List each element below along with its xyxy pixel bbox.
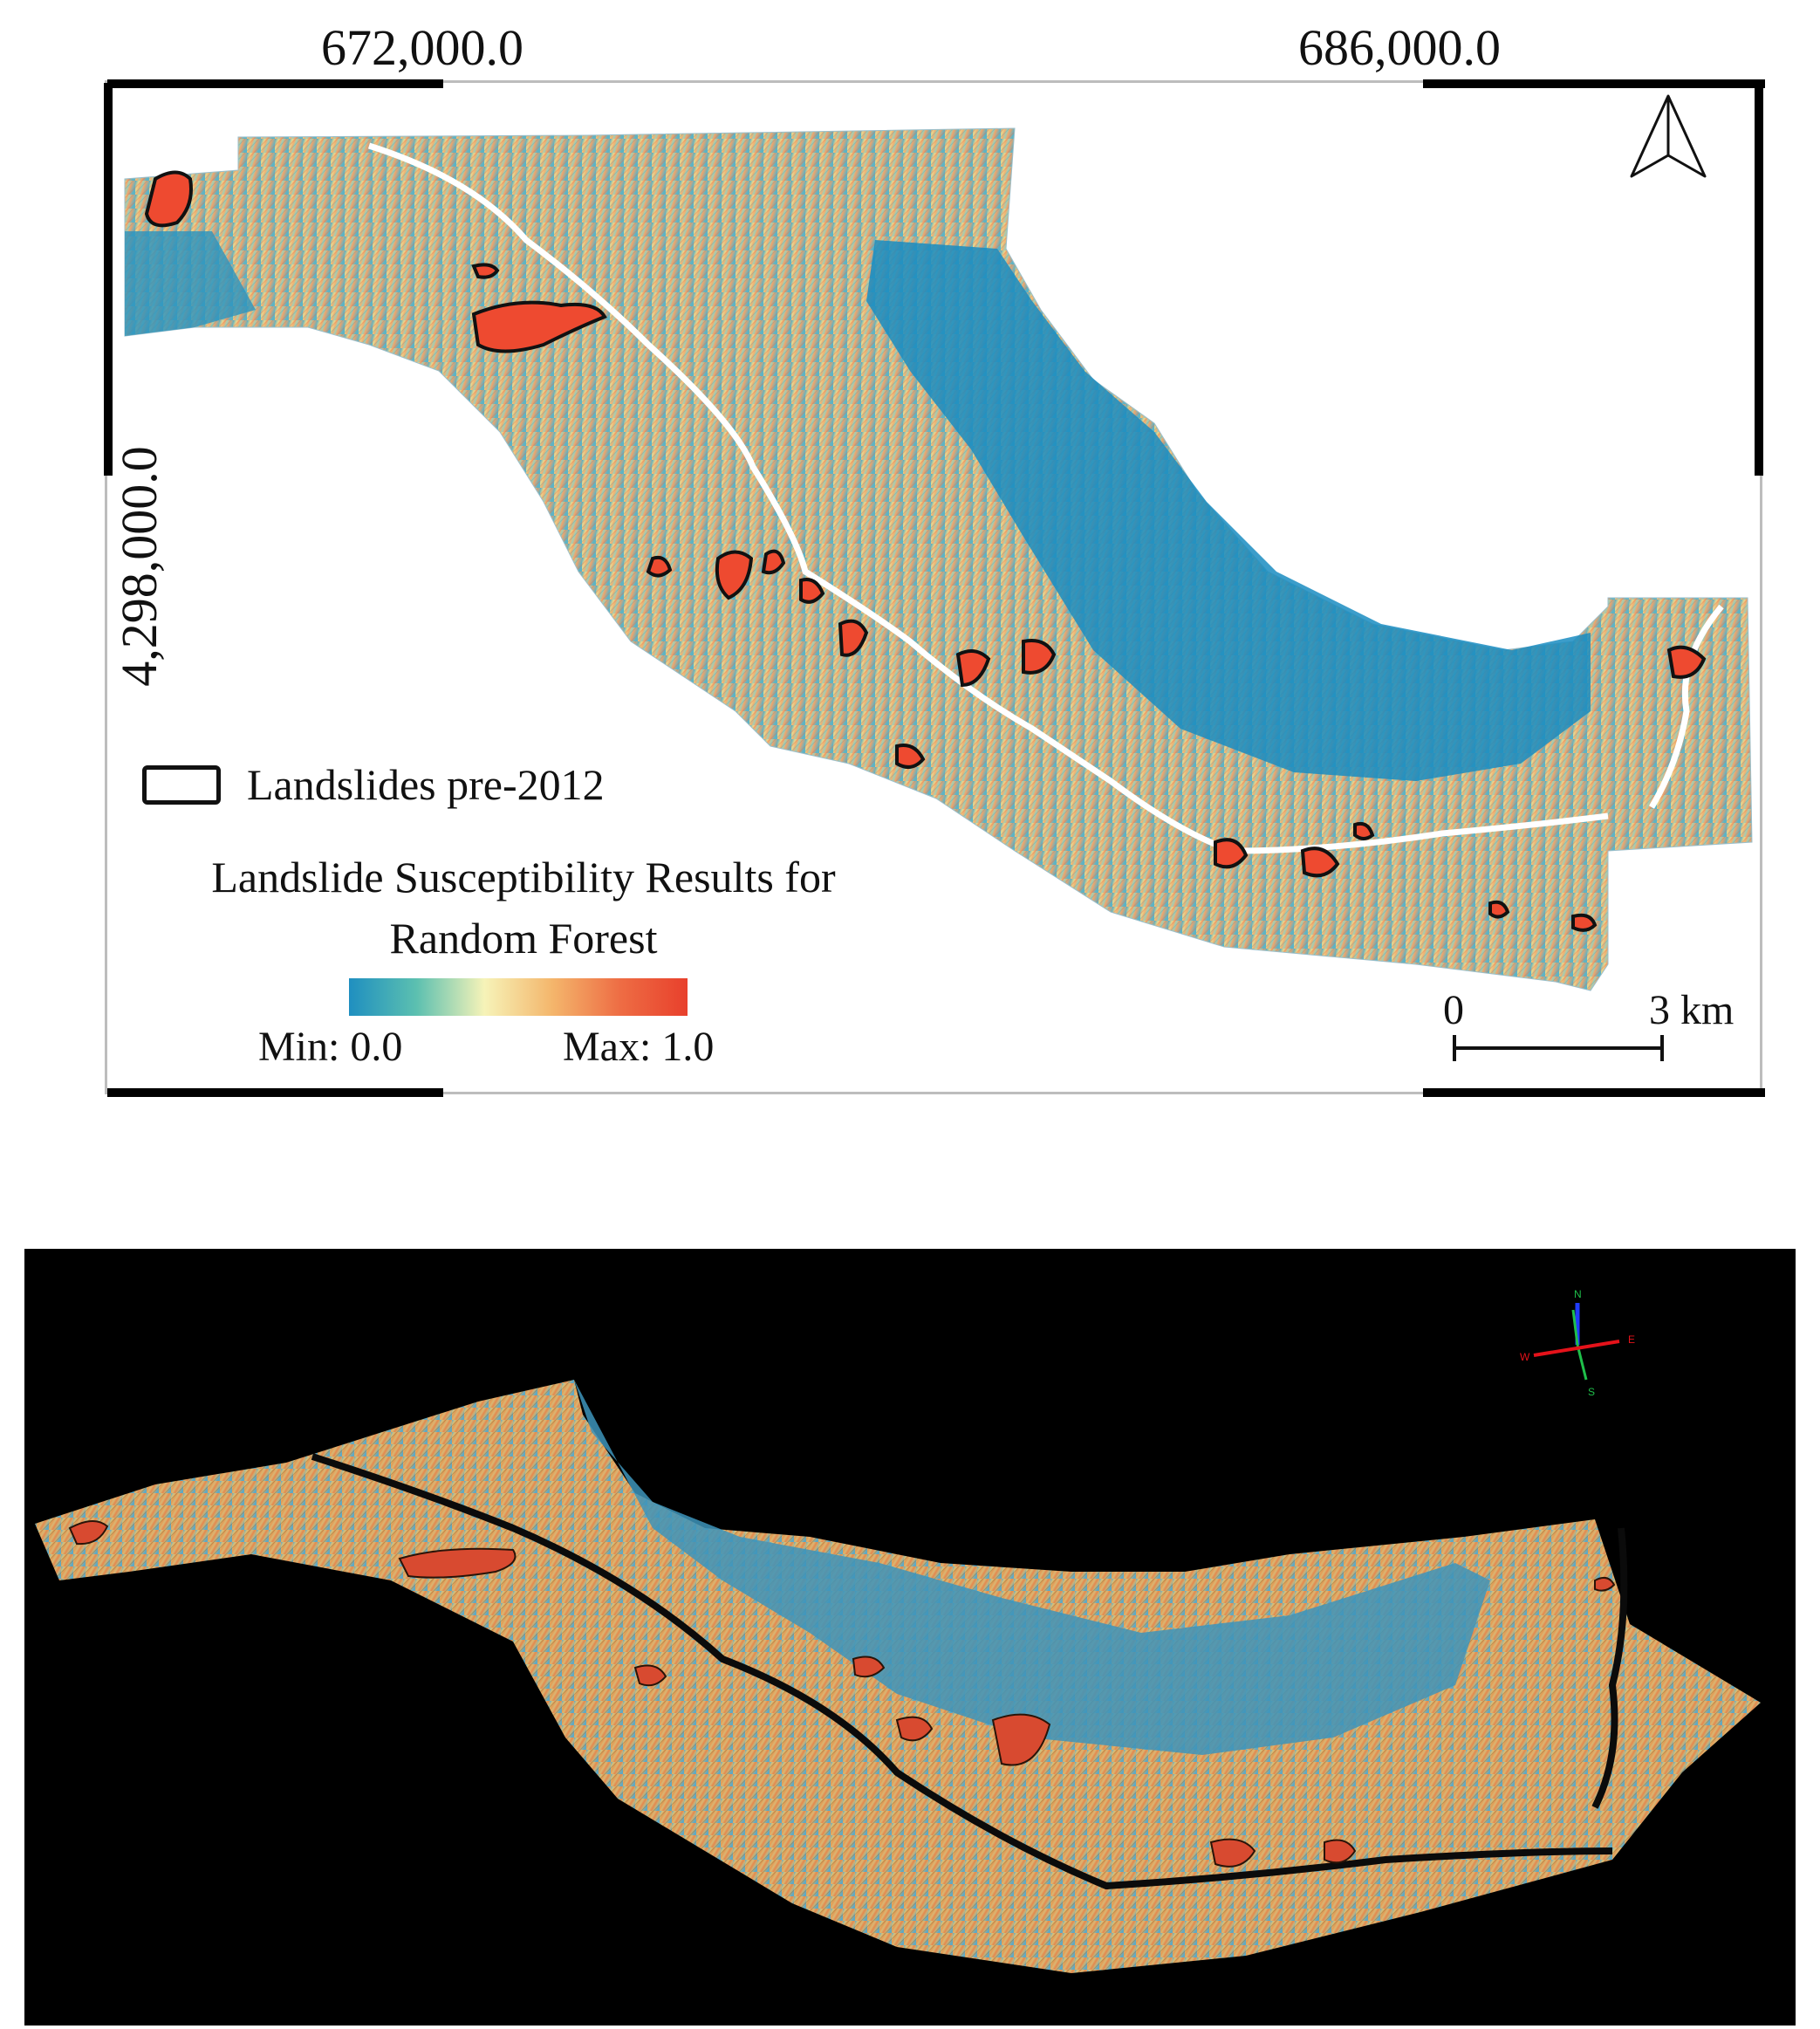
landslide-polygon [895, 744, 926, 769]
landslide-polygon [955, 649, 991, 688]
x-coordinate-left: 672,000.0 [321, 19, 523, 76]
frame-tick [104, 83, 113, 476]
low-susceptibility-west [125, 231, 256, 336]
landslide-polygon [895, 1716, 934, 1742]
x-coordinate-right: 686,000.0 [1298, 19, 1501, 76]
scale-zero-label: 0 [1443, 987, 1464, 1033]
landslide-polygon [144, 170, 193, 228]
landslide-polygon [1488, 900, 1510, 919]
landslide-polygon [852, 1655, 886, 1678]
color-ramp [349, 978, 688, 1016]
landslide-polygon [761, 549, 786, 575]
landslide-polygon [68, 1520, 109, 1546]
scale-end-label: 3 km [1649, 987, 1734, 1033]
landslide-polygon [991, 1713, 1051, 1766]
terrain-3d-render [35, 1380, 1761, 1973]
legend-title-line2: Random Forest [389, 914, 658, 963]
compass-north: N [1574, 1288, 1582, 1300]
legend-title-line1: Landslide Susceptibility Results for [211, 853, 836, 901]
map-frame [104, 79, 1765, 1097]
landslides [144, 170, 1707, 932]
terrain-river-east [1591, 1527, 1628, 1809]
frame-tick [1755, 83, 1763, 476]
scale-bar [1453, 1035, 1664, 1061]
landslides-3d [68, 1520, 1616, 1868]
frame-tick [1423, 79, 1765, 88]
landslide-polygon [1209, 1838, 1256, 1868]
landslide-legend-swatch [142, 765, 221, 805]
landslide-legend-label: Landslides pre-2012 [247, 760, 605, 809]
frame-tick [1423, 1088, 1765, 1097]
terrain-river [311, 1453, 1613, 1890]
legend-title: Landslide Susceptibility Results for Ran… [131, 847, 916, 969]
compass-east: E [1628, 1333, 1635, 1346]
susceptibility-map [124, 127, 1753, 991]
y-coordinate: 4,298,000.0 [111, 446, 168, 687]
compass-icon: N E S W [1520, 1288, 1635, 1398]
landslide-polygon [715, 550, 754, 600]
landslide-polygon [1594, 1576, 1616, 1592]
landslide-polygon [471, 263, 500, 279]
terrain-3d-view: N E S W [24, 1249, 1796, 2026]
landslide-polygon [646, 555, 673, 578]
landslide-polygon [471, 300, 607, 353]
landslide-polygon [838, 619, 869, 657]
frame-tick [107, 1088, 443, 1097]
low-susceptibility-zone [866, 240, 1591, 781]
landslide-polygon [799, 578, 825, 604]
north-arrow-icon [1630, 94, 1707, 178]
ramp-min-label: Min: 0.0 [258, 1024, 403, 1070]
terrain-blue-mountain [574, 1380, 1490, 1755]
landslide-polygon [1214, 838, 1249, 869]
landslide-polygon [1300, 847, 1340, 878]
landslide-polygon [1324, 1839, 1357, 1864]
compass-south: S [1588, 1386, 1595, 1398]
landslide-polygon [1666, 645, 1707, 679]
river-east [1648, 604, 1724, 809]
frame-tick [107, 79, 443, 88]
ramp-max-label: Max: 1.0 [563, 1024, 715, 1070]
landslide-polygon [633, 1664, 667, 1687]
landslide-polygon [1022, 639, 1057, 675]
landslide-polygon [398, 1547, 517, 1579]
compass-west: W [1520, 1351, 1530, 1363]
landslide-polygon [1353, 821, 1375, 840]
landslide-polygon [1571, 913, 1598, 932]
